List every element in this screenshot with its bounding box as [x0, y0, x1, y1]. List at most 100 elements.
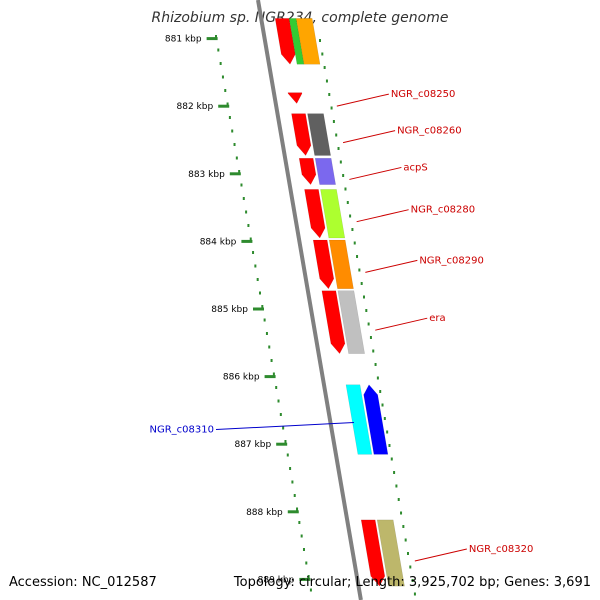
inner-ring-dot: [296, 507, 299, 511]
gene-band[interactable]: [376, 519, 405, 587]
outer-ring-dot: [365, 309, 368, 312]
outer-ring-dot: [337, 147, 340, 150]
inner-ring-dot: [242, 197, 245, 200]
outer-ring-dot: [376, 376, 379, 380]
inner-ring-dot: [268, 345, 271, 349]
gene-band[interactable]: [307, 113, 331, 156]
cds-arrow[interactable]: [363, 384, 389, 455]
gene-band[interactable]: [328, 239, 354, 289]
gene-feature[interactable]: [321, 290, 365, 355]
gene-label[interactable]: NGR_c08290: [419, 255, 484, 266]
inner-ring-dot: [219, 62, 222, 65]
outer-ring-dot: [374, 363, 377, 366]
gene-feature[interactable]: [298, 158, 336, 186]
accession-text: Accession: NC_012587: [9, 575, 157, 590]
gene-band[interactable]: [337, 290, 365, 354]
outer-ring-dot: [397, 498, 400, 501]
cds-arrow[interactable]: [274, 18, 296, 65]
inner-ring-dot: [302, 548, 305, 551]
gene-label[interactable]: era: [429, 313, 445, 324]
inner-ring-dot: [307, 575, 310, 578]
outer-ring-dot: [406, 552, 409, 555]
inner-ring-dot: [289, 467, 292, 470]
inner-ring-dot: [240, 183, 243, 187]
inner-ring-dot: [245, 210, 248, 214]
gene-band[interactable]: [345, 384, 373, 455]
outer-ring-dot: [388, 444, 391, 447]
cds-arrow[interactable]: [291, 113, 312, 156]
cds-arrow[interactable]: [321, 290, 346, 355]
label-layer: NGR_c08250 NGR_c08260 acpS NGR_c08280 NGR_c0…: [150, 89, 534, 562]
inner-ring-dot: [305, 561, 308, 565]
inner-ring-dot: [286, 453, 289, 457]
gene-layer: [274, 18, 405, 587]
outer-ring-dot: [319, 39, 322, 42]
tick-label: 883 kbp: [188, 170, 225, 180]
gene-label-leader: [365, 259, 418, 273]
cds-arrow[interactable]: [287, 92, 303, 104]
gene-feature[interactable]: [345, 384, 389, 455]
gene-feature[interactable]: [312, 239, 354, 290]
cds-arrow[interactable]: [312, 239, 335, 290]
tick-label: 884 kbp: [200, 237, 237, 247]
outer-ring-dot: [323, 66, 326, 69]
cds-arrow[interactable]: [298, 158, 317, 186]
gene-label[interactable]: NGR_c08280: [411, 205, 476, 216]
inner-ring-dot: [247, 224, 250, 227]
inner-ring-dot: [270, 359, 273, 362]
inner-ring-dot: [284, 440, 287, 443]
tick-layer: 881 kbp 882 kbp 883 kbp 884 kbp 885 kbp 886 k…: [165, 35, 416, 596]
gene-feature[interactable]: [360, 519, 405, 587]
outer-ring-dot: [339, 160, 342, 164]
outer-ring-dot: [349, 214, 352, 218]
gene-label-leader: [375, 317, 428, 331]
sequence-backbone: [256, 0, 363, 600]
outer-ring-dot: [369, 336, 372, 339]
outer-ring-dot: [367, 322, 370, 326]
gene-label[interactable]: NGR_c08260: [397, 126, 462, 137]
tick-label: 882 kbp: [177, 102, 214, 112]
gene-label[interactable]: NGR_c08250: [391, 89, 456, 100]
outer-ring-dot: [409, 565, 412, 569]
inner-ring-dot: [256, 278, 259, 281]
outer-ring-dot: [346, 201, 349, 204]
inner-ring-dot: [233, 143, 236, 146]
gene-label-leader: [356, 209, 409, 223]
outer-ring-dot: [330, 106, 333, 110]
map-title: Rhizobium sp. NGR234, complete genome: [151, 10, 449, 26]
outer-ring-dot: [328, 93, 331, 96]
outer-ring-dot: [395, 484, 398, 488]
gene-label[interactable]: NGR_c08320: [469, 544, 534, 555]
inner-ring-dot: [258, 291, 261, 295]
outer-ring-dot: [413, 592, 416, 596]
gene-band[interactable]: [314, 158, 336, 185]
outer-ring-dot: [351, 228, 354, 231]
gene-label-leader: [414, 548, 467, 562]
cds-arrow[interactable]: [360, 519, 386, 587]
gene-label-leader: [342, 130, 396, 144]
outer-ring-dot: [358, 268, 361, 272]
inner-ring-dot: [221, 75, 224, 79]
outer-ring-dot: [362, 295, 365, 299]
inner-ring-dot: [231, 129, 234, 133]
gene-label-leader: [349, 166, 402, 180]
gene-band[interactable]: [295, 18, 321, 65]
outer-ring-dot: [400, 511, 403, 515]
gene-feature[interactable]: [287, 92, 303, 104]
outer-ring-dot: [381, 403, 384, 407]
gene-label[interactable]: acpS: [403, 162, 427, 173]
cds-arrow[interactable]: [304, 189, 326, 239]
outer-ring-dot: [386, 430, 389, 434]
outer-ring-dot: [356, 255, 359, 258]
gene-feature[interactable]: [304, 189, 346, 239]
gene-band[interactable]: [320, 189, 346, 239]
inner-ring-dot: [226, 102, 229, 106]
outer-ring-dot: [332, 120, 335, 123]
inner-ring-dot: [277, 399, 280, 403]
inner-ring-dot: [300, 534, 303, 538]
gene-feature[interactable]: [274, 18, 321, 65]
gene-feature[interactable]: [291, 113, 331, 156]
inner-ring-dot: [265, 332, 268, 335]
inner-ring-dot: [282, 426, 285, 430]
gene-label[interactable]: NGR_c08310: [150, 425, 215, 436]
